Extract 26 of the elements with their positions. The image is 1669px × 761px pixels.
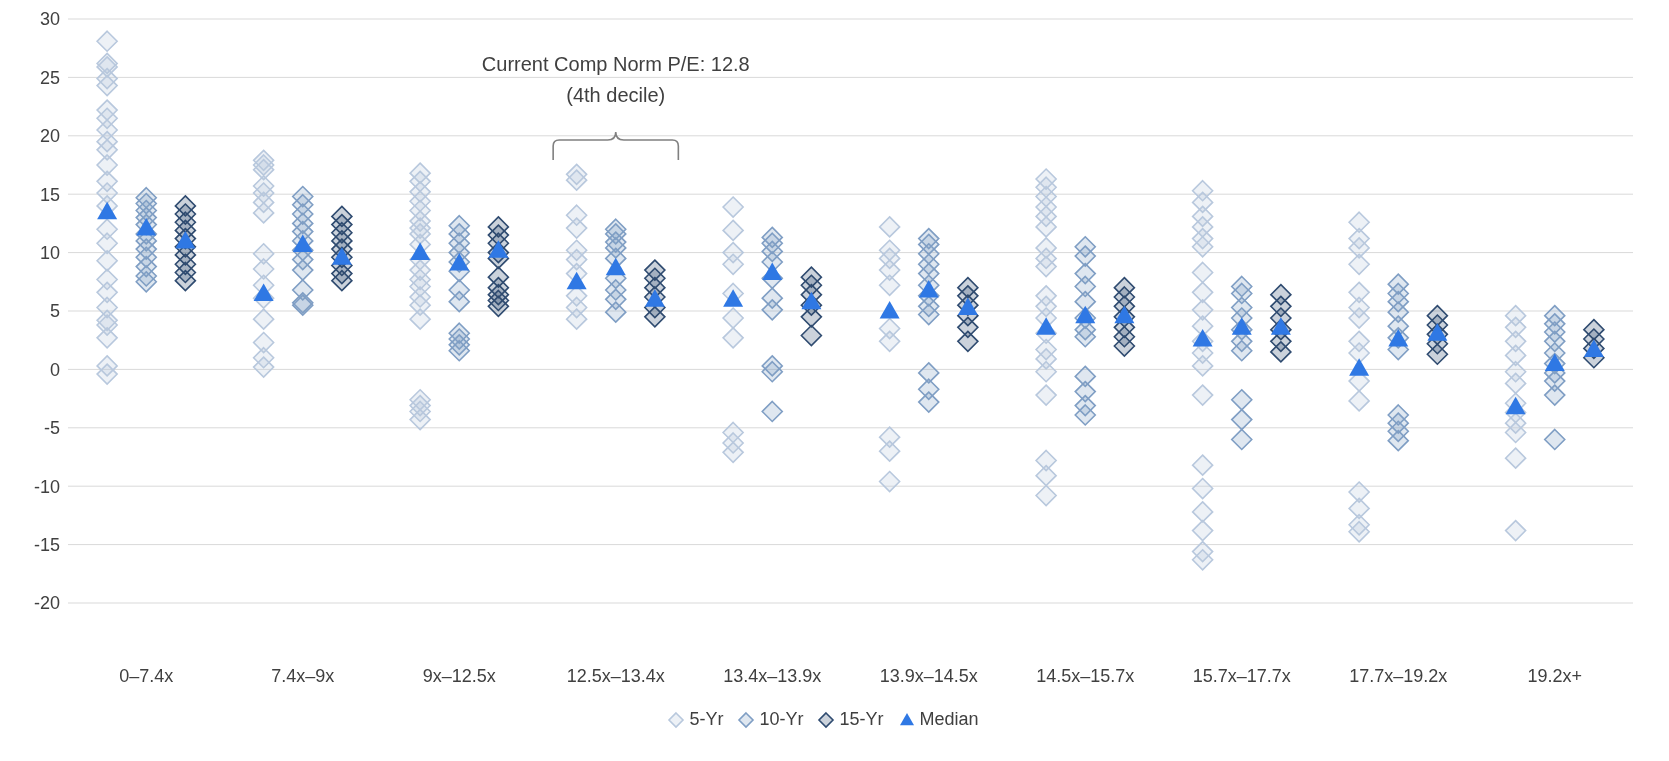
y-tick-label: 30 [39, 9, 60, 30]
x-tick-label: 7.4x–9x [271, 665, 335, 686]
x-tick-label: 14.5x–15.7x [1036, 665, 1135, 686]
legend-label: 5-Yr [689, 709, 724, 730]
x-tick-label: 0–7.4x [119, 665, 174, 686]
y-tick-label: 20 [39, 126, 60, 147]
legend-label: 10-Yr [759, 709, 804, 730]
y-tick-label: 25 [39, 67, 60, 88]
y-tick-label: 10 [39, 242, 60, 263]
y-tick-label: -15 [33, 534, 60, 555]
annotation: Current Comp Norm P/E: 12.8 (4th decile) [481, 53, 750, 106]
y-tick-label: -20 [33, 593, 60, 614]
x-tick-label: 12.5x–13.4x [566, 665, 665, 686]
y-tick-label: -5 [43, 418, 60, 439]
x-tick-label: 13.4x–13.9x [723, 665, 822, 686]
x-tick-label: 15.7x–17.7x [1192, 665, 1291, 686]
y-tick-label: -10 [33, 476, 60, 497]
x-tick-label: 9x–12.5x [422, 665, 496, 686]
y-tick-label: 0 [49, 359, 60, 380]
legend-label: Median [919, 709, 979, 730]
x-tick-label: 19.2x+ [1527, 665, 1583, 686]
legend-label: 15-Yr [839, 709, 884, 730]
x-tick-label: 13.9x–14.5x [879, 665, 978, 686]
y-tick-label: 5 [49, 301, 60, 322]
x-tick-label: 17.7x–19.2x [1349, 665, 1448, 686]
y-tick-label: 15 [39, 184, 60, 205]
